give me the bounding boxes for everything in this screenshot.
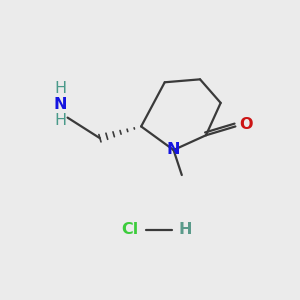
Text: Cl: Cl xyxy=(121,222,138,237)
Text: N: N xyxy=(167,142,180,158)
Text: H: H xyxy=(178,222,192,237)
Text: O: O xyxy=(239,118,252,133)
Text: H: H xyxy=(54,81,66,96)
Text: H: H xyxy=(54,113,66,128)
Text: N: N xyxy=(53,97,67,112)
